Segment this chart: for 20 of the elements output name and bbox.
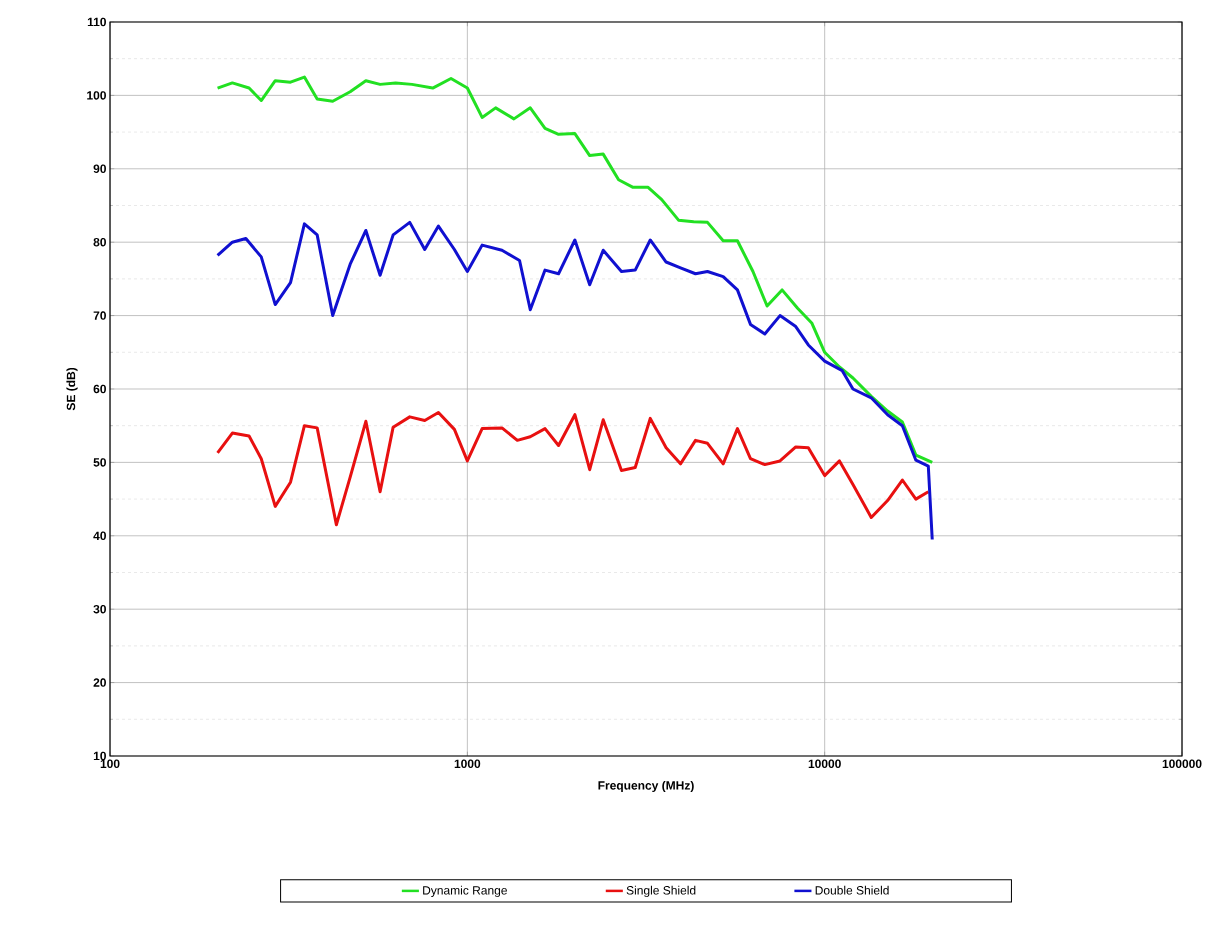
y-tick-label: 100	[87, 91, 106, 100]
legend-label: Double Shield	[815, 885, 889, 895]
legend-label: Single Shield	[626, 885, 696, 897]
y-tick-label: 10	[93, 751, 106, 761]
y-tick-label: 30	[93, 604, 106, 614]
x-tick-label: 100000	[1162, 759, 1202, 769]
x-tick-label: 1000	[454, 759, 481, 769]
legend-label: Dynamic Range	[423, 885, 507, 897]
y-tick-label: 20	[93, 678, 106, 687]
y-tick-label: 50	[93, 458, 106, 467]
y-tick-label: 60	[93, 384, 106, 394]
x-axis-title: Frequency (MHz)	[598, 780, 694, 793]
y-tick-label: 80	[93, 237, 106, 247]
x-tick-label: 100	[100, 759, 120, 769]
x-tick-label: 10000	[808, 759, 841, 769]
y-tick-label: 40	[93, 531, 106, 541]
y-tick-label: 70	[93, 311, 106, 320]
y-axis-title: SE (dB)	[66, 367, 78, 411]
y-tick-label: 110	[87, 17, 106, 27]
y-tick-label: 90	[93, 164, 106, 174]
